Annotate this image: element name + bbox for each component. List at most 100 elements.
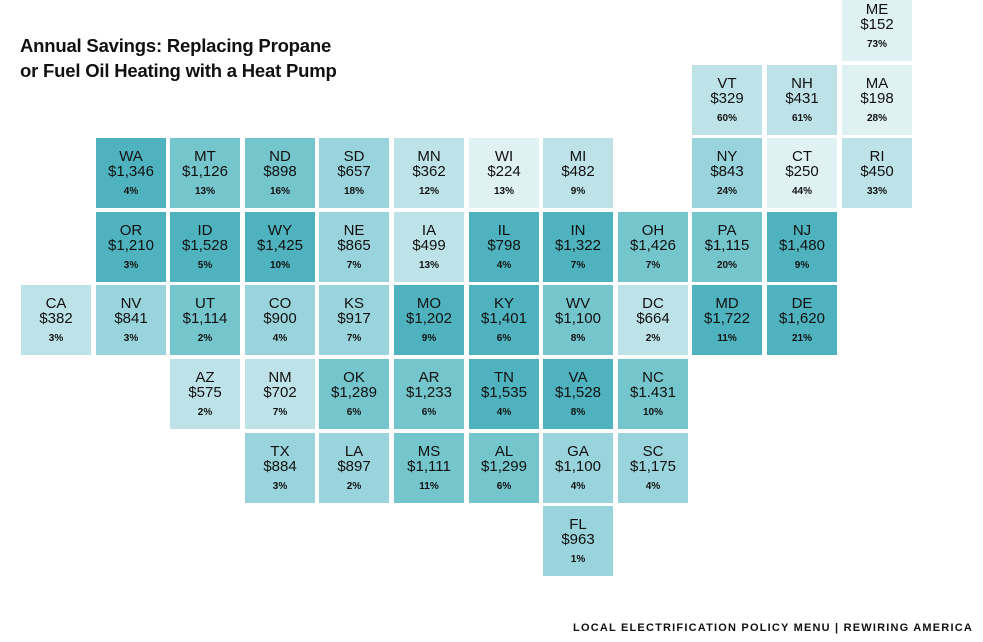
- state-savings: $1,346: [108, 163, 154, 180]
- state-tile-co: CO $900 4%: [245, 285, 315, 355]
- state-percent: 11%: [717, 333, 737, 344]
- state-tile-nj: NJ $1,480 9%: [767, 212, 837, 282]
- state-percent: 1%: [570, 554, 586, 565]
- state-abbr: SC: [642, 443, 664, 460]
- state-abbr: ME: [865, 1, 889, 18]
- state-tile-ma: MA $198 28%: [842, 65, 912, 135]
- state-tile-ga: GA $1,100 4%: [543, 433, 613, 503]
- state-savings: $1,114: [182, 310, 228, 327]
- state-percent: 60%: [716, 113, 737, 124]
- state-abbr: AR: [418, 369, 440, 386]
- state-percent: 28%: [866, 113, 887, 124]
- state-abbr: WV: [565, 295, 591, 312]
- state-tile-ms: MS $1,111 11%: [394, 433, 464, 503]
- state-percent: 20%: [716, 260, 737, 271]
- state-savings: $841: [114, 310, 148, 327]
- state-percent: 3%: [123, 260, 139, 271]
- state-savings: $900: [263, 310, 297, 327]
- state-tile-nc: NC $1.431 10%: [618, 359, 688, 429]
- state-tile-mt: MT $1,126 13%: [170, 138, 240, 208]
- state-abbr: CA: [45, 295, 67, 312]
- source-footer: LOCAL ELECTRIFICATION POLICY MENU | REWI…: [573, 622, 973, 634]
- state-savings: $702: [263, 384, 297, 401]
- state-percent: 7%: [346, 333, 362, 344]
- state-savings: $152: [860, 16, 894, 33]
- state-savings: $898: [263, 163, 297, 180]
- state-percent: 4%: [496, 260, 512, 271]
- state-savings: $1,115: [704, 237, 750, 254]
- state-savings: $1,322: [555, 237, 601, 254]
- state-percent: 2%: [197, 333, 213, 344]
- state-tile-ca: CA $382 3%: [21, 285, 91, 355]
- state-percent: 3%: [272, 481, 288, 492]
- state-abbr: OR: [119, 222, 143, 239]
- state-tile-va: VA $1,528 8%: [543, 359, 613, 429]
- state-tile-dc: DC $664 2%: [618, 285, 688, 355]
- state-savings: $431: [785, 90, 819, 107]
- state-percent: 73%: [866, 39, 887, 50]
- state-savings: $1,480: [779, 237, 825, 254]
- state-tile-nh: NH $431 61%: [767, 65, 837, 135]
- state-percent: 10%: [269, 260, 290, 271]
- state-abbr: UT: [195, 295, 215, 312]
- state-percent: 6%: [421, 407, 437, 418]
- state-abbr: CO: [268, 295, 292, 312]
- state-abbr: VA: [568, 369, 588, 386]
- state-savings: $1,528: [555, 384, 601, 401]
- state-tile-az: AZ $575 2%: [170, 359, 240, 429]
- state-abbr: IA: [421, 222, 437, 239]
- state-percent: 11%: [419, 481, 439, 492]
- state-tile-or: OR $1,210 3%: [96, 212, 166, 282]
- state-savings: $1,210: [108, 237, 154, 254]
- state-abbr: NY: [716, 148, 738, 165]
- state-savings: $1,289: [331, 384, 377, 401]
- state-tile-ct: CT $250 44%: [767, 138, 837, 208]
- state-abbr: GA: [567, 443, 589, 460]
- state-abbr: ND: [269, 148, 291, 165]
- state-savings: $884: [263, 458, 297, 475]
- state-abbr: PA: [717, 222, 737, 239]
- chart-title: Annual Savings: Replacing Propane or Fue…: [20, 33, 337, 83]
- state-percent: 4%: [123, 186, 139, 197]
- state-abbr: TX: [270, 443, 290, 460]
- state-tile-mn: MN $362 12%: [394, 138, 464, 208]
- state-tile-vt: VT $329 60%: [692, 65, 762, 135]
- state-percent: 4%: [272, 333, 288, 344]
- state-tile-fl: FL $963 1%: [543, 506, 613, 576]
- state-savings: $499: [412, 237, 446, 254]
- state-savings: $1,535: [481, 384, 527, 401]
- state-percent: 9%: [570, 186, 586, 197]
- state-percent: 4%: [570, 481, 586, 492]
- state-abbr: TN: [494, 369, 514, 386]
- state-tile-oh: OH $1,426 7%: [618, 212, 688, 282]
- state-abbr: OK: [343, 369, 365, 386]
- state-savings: $963: [561, 531, 595, 548]
- state-abbr: ID: [197, 222, 213, 239]
- state-savings: $657: [337, 163, 371, 180]
- state-tile-wy: WY $1,425 10%: [245, 212, 315, 282]
- state-percent: 2%: [645, 333, 661, 344]
- state-savings: $897: [337, 458, 371, 475]
- state-tile-mo: MO $1,202 9%: [394, 285, 464, 355]
- state-abbr: NC: [642, 369, 664, 386]
- state-percent: 7%: [272, 407, 288, 418]
- state-percent: 7%: [570, 260, 586, 271]
- state-savings: $843: [710, 163, 744, 180]
- state-abbr: KS: [343, 295, 364, 312]
- state-percent: 8%: [570, 407, 586, 418]
- state-abbr: NJ: [792, 222, 812, 239]
- state-abbr: MD: [715, 295, 739, 312]
- state-tile-ky: KY $1,401 6%: [469, 285, 539, 355]
- state-tile-id: ID $1,528 5%: [170, 212, 240, 282]
- state-tile-pa: PA $1,115 20%: [692, 212, 762, 282]
- state-savings: $482: [561, 163, 595, 180]
- state-tile-sd: SD $657 18%: [319, 138, 389, 208]
- state-tile-md: MD $1,722 11%: [692, 285, 762, 355]
- state-tile-tn: TN $1,535 4%: [469, 359, 539, 429]
- state-percent: 13%: [493, 186, 514, 197]
- state-percent: 3%: [123, 333, 139, 344]
- state-percent: 44%: [791, 186, 812, 197]
- state-abbr: WY: [267, 222, 293, 239]
- state-percent: 4%: [496, 407, 512, 418]
